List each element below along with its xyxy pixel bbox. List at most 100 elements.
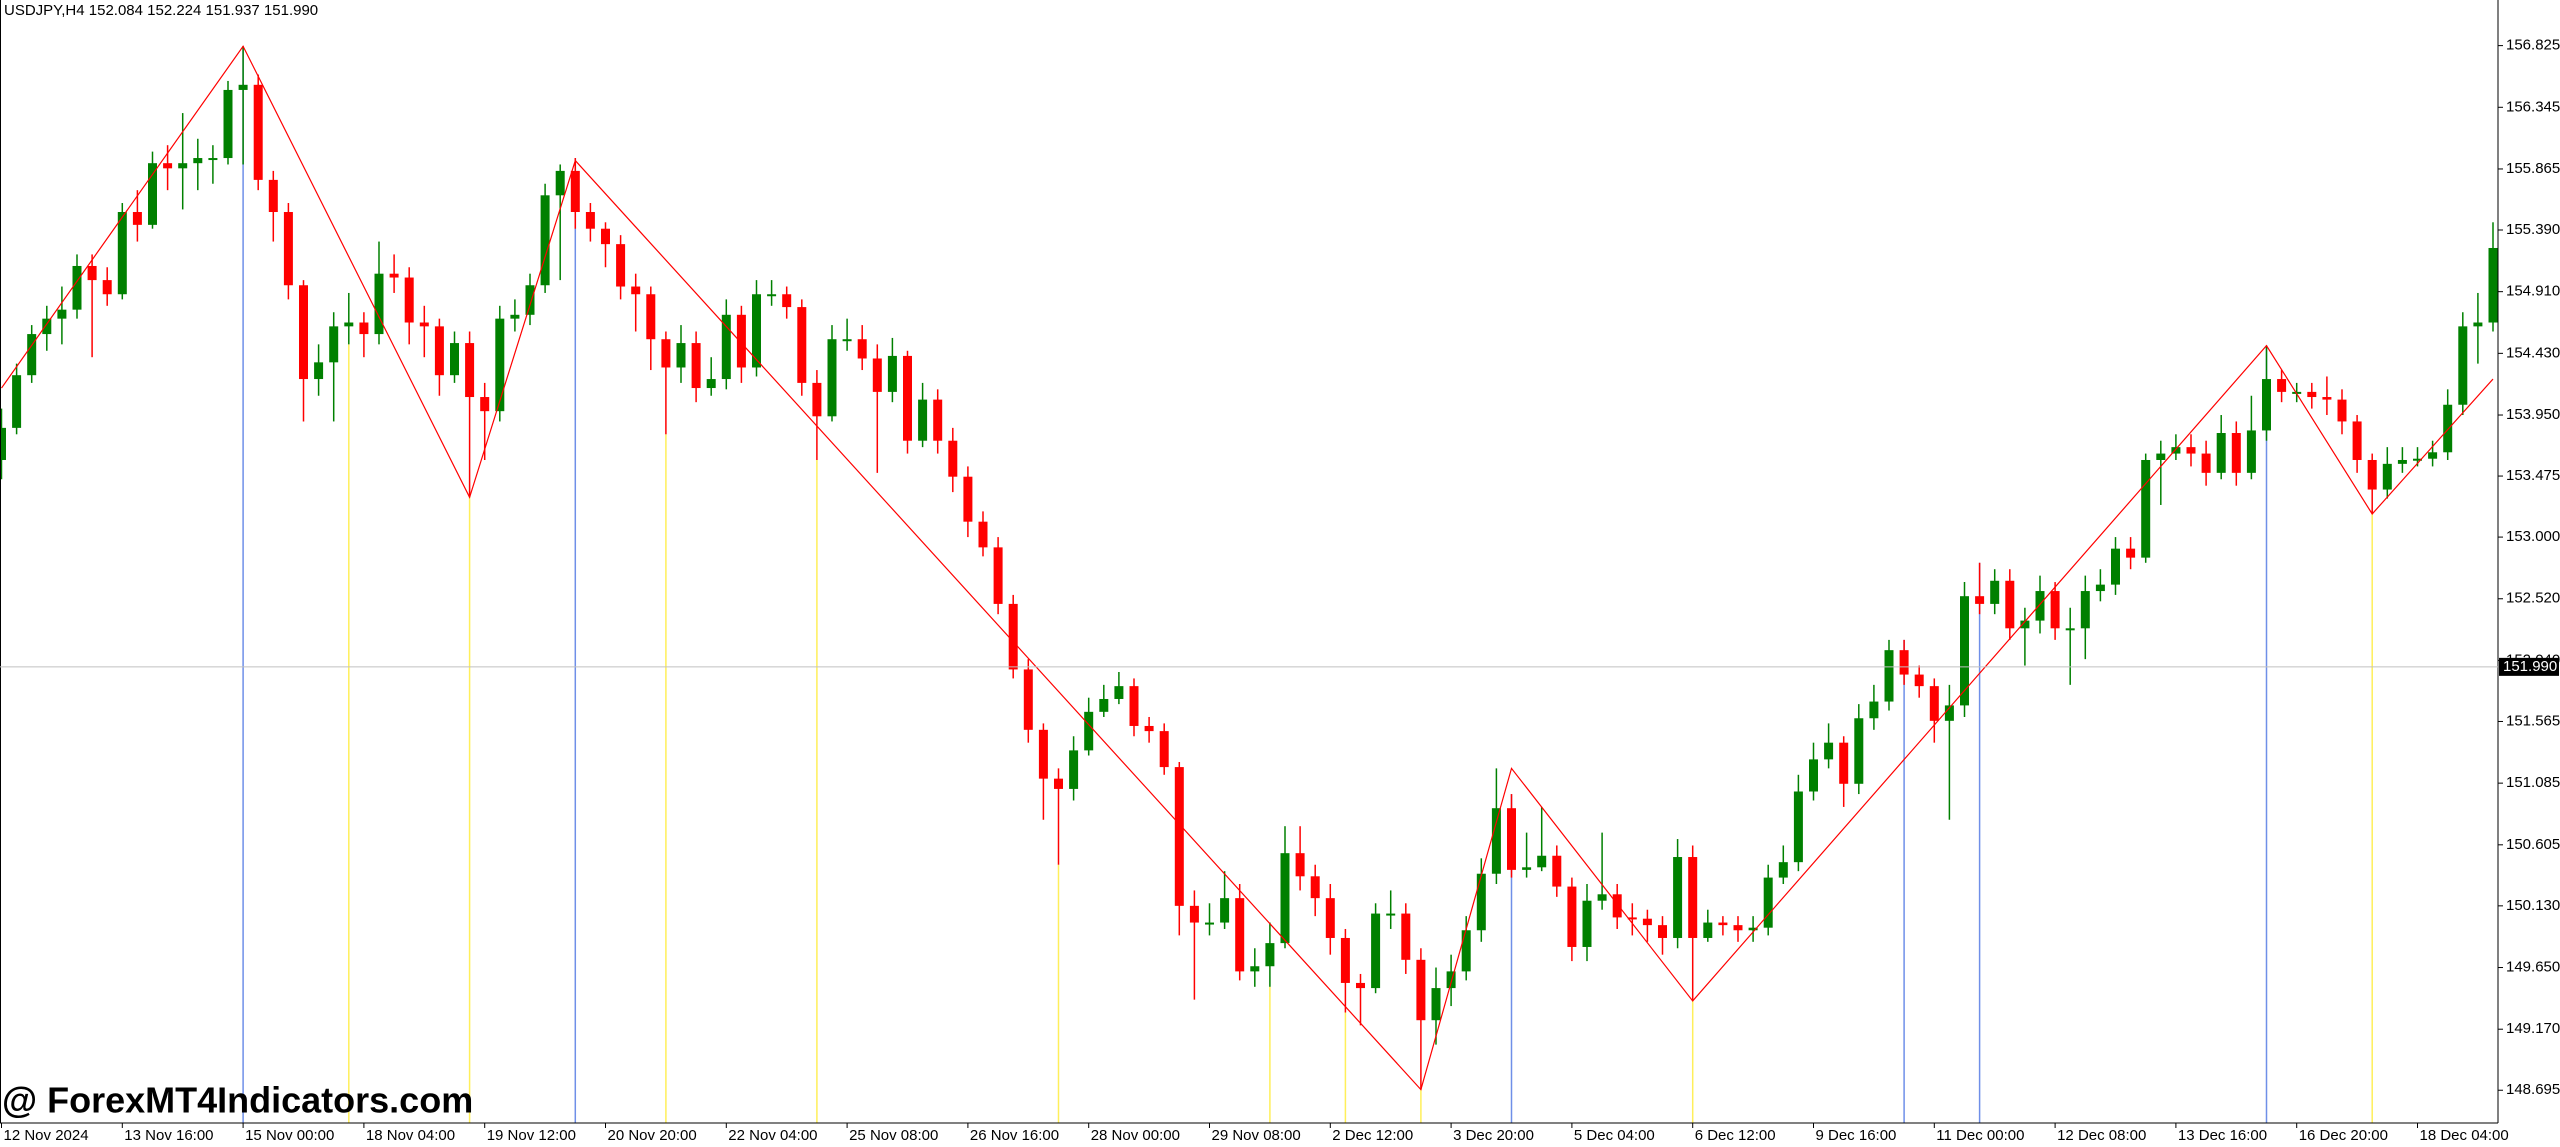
candle-body (1824, 742, 1834, 760)
candle-body (1522, 867, 1532, 870)
candle-body (329, 326, 339, 363)
candle-body (2352, 421, 2362, 460)
candle-body (344, 322, 354, 327)
candle-body (2126, 548, 2136, 558)
candle-body (2382, 463, 2392, 490)
candle-body (616, 244, 626, 287)
candle-body (631, 286, 641, 295)
x-tick-label: 29 Nov 08:00 (1212, 1127, 1301, 1144)
candle-body (2141, 459, 2151, 558)
x-tick-label: 15 Nov 00:00 (245, 1127, 334, 1144)
y-tick-label: 153.950 (2506, 406, 2560, 423)
candle-body (2428, 452, 2438, 459)
candle-body (706, 379, 716, 389)
candle-body (1205, 922, 1214, 925)
x-tick-label: 11 Dec 00:00 (1936, 1127, 2024, 1144)
candle-body (2443, 404, 2453, 453)
candle-body (1960, 596, 1969, 706)
candle-body (1189, 905, 1199, 923)
candle-body (2201, 453, 2211, 473)
candle-body (2171, 447, 2181, 454)
y-tick-label: 152.520 (2506, 590, 2560, 607)
candle-body (57, 309, 67, 319)
x-tick-label: 5 Dec 04:00 (1574, 1127, 1655, 1144)
candle-body (1778, 862, 1788, 878)
candle-body (1809, 759, 1818, 792)
candle-body (208, 158, 218, 161)
candle-body (2262, 379, 2271, 431)
candle-body (872, 358, 882, 392)
candle-body (1582, 900, 1592, 947)
candle-body (253, 84, 263, 180)
candle-body (857, 339, 867, 359)
candle-body (27, 334, 37, 376)
x-tick-label: 2 Dec 12:00 (1332, 1127, 1413, 1144)
candle-body (2156, 453, 2166, 460)
candle-body (1627, 917, 1637, 920)
x-tick-label: 22 Nov 04:00 (728, 1127, 817, 1144)
candle-body (2473, 322, 2483, 327)
candle-body (117, 212, 127, 295)
candle-body (812, 382, 822, 417)
candle-body (480, 397, 490, 412)
x-tick-label: 12 Nov 2024 (4, 1127, 89, 1144)
candle-body (1174, 767, 1184, 906)
candle-body (1537, 855, 1547, 868)
candle-body (2186, 447, 2196, 454)
y-tick-label: 150.130 (2506, 897, 2560, 914)
candle-body (1869, 701, 1879, 719)
candle-body (389, 273, 399, 278)
candle-body (1476, 873, 1486, 931)
bid-label-box (2499, 657, 2559, 676)
candle-body (661, 339, 671, 368)
y-tick-label: 149.170 (2506, 1020, 2560, 1037)
candle-body (525, 285, 535, 315)
candle-body (434, 326, 444, 376)
y-tick-label: 148.695 (2506, 1081, 2560, 1098)
candle-body (918, 399, 928, 441)
candle-body (178, 163, 188, 169)
y-tick-label: 156.345 (2506, 98, 2560, 115)
candle-body (1642, 918, 1652, 926)
candle-body (570, 170, 580, 213)
candle-body (450, 343, 459, 376)
candle-body (1129, 686, 1139, 726)
y-tick-label: 156.825 (2506, 37, 2560, 54)
candle-body (1914, 674, 1924, 687)
candle-body (1507, 808, 1516, 870)
candle-body (1295, 853, 1305, 877)
candle-body (752, 294, 761, 368)
candle-body (1280, 853, 1290, 944)
candle-body (1899, 650, 1909, 675)
x-tick-label: 6 Dec 12:00 (1695, 1127, 1776, 1144)
candle-body (2367, 459, 2377, 490)
candle-body (842, 339, 852, 342)
candle-body (1748, 927, 1758, 931)
candle-body (646, 294, 656, 340)
y-tick-label: 153.000 (2506, 528, 2560, 545)
candle-body (148, 163, 157, 225)
candle-body (193, 158, 203, 164)
candle-body (2322, 397, 2332, 400)
candle-body (601, 228, 610, 245)
zigzag-line (1, 45, 2494, 1091)
candle-body (2005, 580, 2015, 629)
candle-body (2277, 379, 2287, 392)
candle-body (2020, 620, 2030, 629)
candle-body (2231, 433, 2241, 473)
candle-body (827, 339, 837, 417)
candle-body (1733, 925, 1743, 931)
candle-body (1673, 857, 1683, 938)
candle-body (1356, 982, 1365, 989)
candle-body (540, 195, 550, 286)
candle-body (1220, 898, 1230, 923)
candle-body (359, 322, 369, 335)
x-tick-label: 28 Nov 00:00 (1091, 1127, 1180, 1144)
candle-body (691, 343, 701, 389)
candle-body (1990, 580, 2000, 604)
candle-body (1235, 898, 1245, 972)
x-tick-label: 13 Dec 16:00 (2178, 1127, 2267, 1144)
candle-body (495, 318, 505, 412)
plot-area (0, 45, 2498, 1123)
